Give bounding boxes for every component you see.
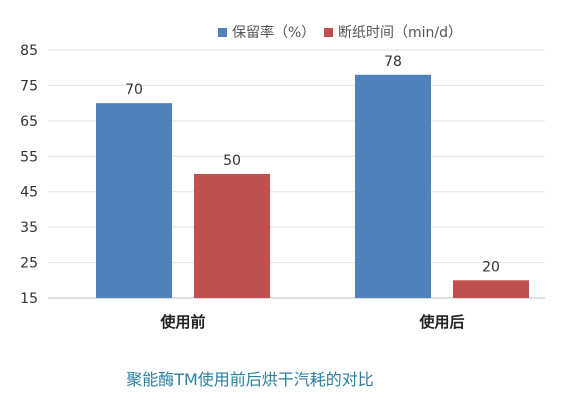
x-tick-label: 使用后 <box>418 313 464 331</box>
bars <box>96 74 529 299</box>
data-label: 70 <box>125 82 143 98</box>
legend: 保留率（%） 断纸时间（min/d） <box>218 24 462 41</box>
data-label: 20 <box>482 259 500 275</box>
y-tick-label: 45 <box>20 185 38 201</box>
legend-swatch <box>218 28 227 37</box>
y-tick-label: 75 <box>20 78 38 94</box>
legend-swatch <box>324 28 333 37</box>
y-tick-label: 25 <box>20 256 38 272</box>
y-tick-label: 85 <box>20 43 38 59</box>
y-tick-label: 65 <box>20 114 38 130</box>
legend-label: 断纸时间（min/d） <box>338 25 462 41</box>
category-labels: 使用前 使用后 <box>159 313 464 331</box>
data-labels: 70 50 78 20 <box>125 54 500 275</box>
y-axis-ticks: 15 25 35 45 55 65 75 85 <box>20 43 38 307</box>
data-label: 50 <box>223 153 241 169</box>
chart-caption: 聚能酶TM使用前后烘干汽耗的对比 <box>126 370 374 389</box>
bar <box>355 74 431 298</box>
bar-chart: 15 25 35 45 55 65 75 85 70 50 78 20 使用前 使用后 保留率（%） 断… <box>20 24 545 331</box>
x-tick-label: 使用前 <box>159 313 205 331</box>
legend-label: 保留率（%） <box>232 24 315 41</box>
data-label: 78 <box>384 54 402 70</box>
y-tick-label: 35 <box>20 220 38 236</box>
bar <box>194 174 270 298</box>
bar <box>96 103 172 299</box>
y-tick-label: 55 <box>20 149 38 165</box>
y-tick-label: 15 <box>20 291 38 307</box>
bar <box>453 280 529 298</box>
